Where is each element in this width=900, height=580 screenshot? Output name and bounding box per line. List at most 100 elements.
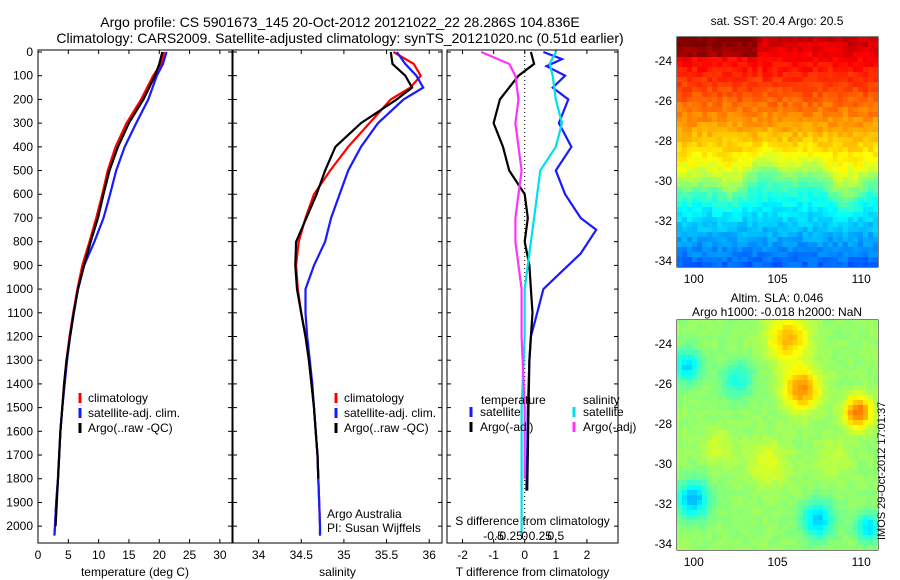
map-cell [802, 57, 809, 63]
map-cell [692, 430, 698, 436]
map-cell [837, 242, 844, 248]
map-cell [767, 365, 774, 371]
map-cell [807, 37, 814, 43]
map-cell [797, 157, 804, 163]
map-cell [832, 207, 839, 213]
map-cell [817, 197, 824, 203]
map-cell [767, 137, 774, 143]
map-cell [867, 232, 874, 238]
map-cell [872, 395, 878, 401]
map-cell [777, 495, 784, 501]
map-cell [702, 460, 708, 466]
map-cell [772, 515, 779, 521]
map-cell [762, 465, 769, 471]
map-cell [687, 77, 693, 83]
map-cell [772, 257, 779, 263]
map-cell [827, 435, 834, 441]
map-cell [707, 515, 713, 521]
map-cell [727, 202, 733, 208]
map-cell [852, 112, 859, 118]
map-cell [802, 87, 809, 93]
map-cell [797, 202, 804, 208]
map-cell [812, 355, 819, 361]
map-cell [767, 545, 774, 550]
map-cell [872, 202, 878, 208]
map-cell [712, 365, 718, 371]
map-cell [787, 92, 794, 98]
map-cell [827, 197, 834, 203]
map-cell [807, 370, 814, 376]
map-cell [782, 390, 789, 396]
map-cell [802, 435, 809, 441]
map-cell [757, 410, 764, 416]
map-cell [727, 450, 733, 456]
map-cell [687, 495, 693, 501]
map-cell [702, 72, 708, 78]
map-cell [857, 67, 864, 73]
map-cell [872, 47, 878, 53]
map-cell [752, 202, 759, 208]
map-cell [822, 52, 829, 58]
map-cell [842, 257, 849, 263]
map-cell [797, 495, 804, 501]
map-cell [822, 137, 829, 143]
map-cell [687, 157, 693, 163]
map-cell [857, 365, 864, 371]
map-cell [827, 375, 834, 381]
map-cell [822, 450, 829, 456]
map-cell [827, 262, 834, 267]
map-cell [707, 92, 713, 98]
map-cell [862, 202, 869, 208]
map-cell [742, 127, 748, 133]
map-cell [747, 375, 753, 381]
map-cell [792, 390, 799, 396]
map-cell [857, 480, 864, 486]
map-cell [867, 142, 874, 148]
map-cell [747, 510, 753, 516]
map-cell [867, 380, 874, 386]
map-cell [677, 212, 683, 218]
map-cell [807, 460, 814, 466]
map-cell [807, 162, 814, 168]
map-cell [712, 127, 718, 133]
map-cell [742, 475, 748, 481]
map-cell [812, 37, 819, 43]
map-cell [822, 192, 829, 198]
map-cell [827, 127, 834, 133]
map-cell [782, 207, 789, 213]
map-cell [837, 485, 844, 491]
map-cell [757, 390, 764, 396]
map-cell [852, 257, 859, 263]
map-cell [717, 390, 723, 396]
map-cell [722, 237, 728, 243]
map-cell [832, 212, 839, 218]
map-cell [842, 450, 849, 456]
map-cell [857, 182, 864, 188]
map-cell [697, 242, 703, 248]
map-cell [787, 355, 794, 361]
map-cell [842, 390, 849, 396]
map-cell [742, 340, 748, 346]
map-cell [682, 375, 688, 381]
map-cell [727, 415, 733, 421]
map-cell [797, 87, 804, 93]
map-cell [787, 107, 794, 113]
map-cell [787, 167, 794, 173]
map-cell [842, 320, 849, 326]
map-cell [862, 385, 869, 391]
map-cell [732, 162, 738, 168]
map-cell [847, 335, 854, 341]
map-cell [792, 445, 799, 451]
map-cell [702, 530, 708, 536]
map-cell [797, 415, 804, 421]
map-cell [707, 510, 713, 516]
map-cell [862, 192, 869, 198]
map-cell [822, 107, 829, 113]
map-cell [677, 97, 683, 103]
map-cell [712, 162, 718, 168]
map-cell [732, 192, 738, 198]
map-cell [862, 232, 869, 238]
map-cell [692, 112, 698, 118]
map-cell [697, 47, 703, 53]
map-cell [767, 390, 774, 396]
